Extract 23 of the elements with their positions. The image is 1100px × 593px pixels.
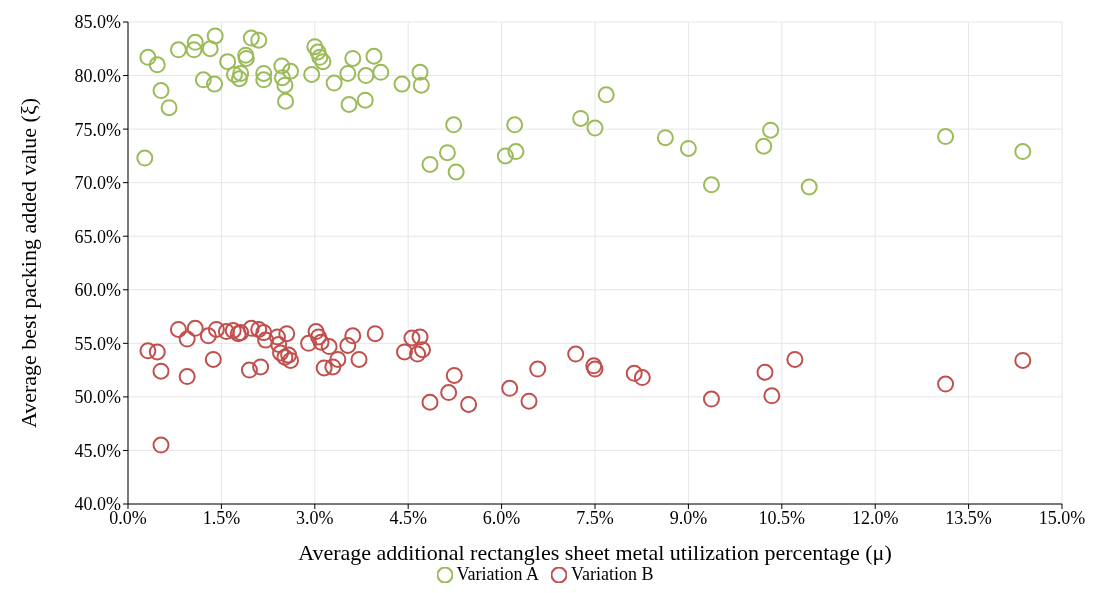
x-tick-label: 3.0% — [296, 507, 334, 528]
x-tick-label: 10.5% — [758, 507, 806, 528]
x-tick-label: 1.5% — [202, 507, 241, 528]
y-tick-label: 45.0% — [74, 440, 121, 461]
x-tick-label: 13.5% — [945, 507, 992, 528]
legend-label: Variation B — [570, 564, 654, 585]
y-tick-label: 80.0% — [74, 65, 121, 86]
x-tick-label: 9.0% — [669, 507, 708, 528]
y-tick-label: 65.0% — [74, 226, 121, 247]
y-tick-label: 85.0% — [74, 12, 121, 33]
y-axis-title: Average best packing added value (ξ) — [15, 97, 41, 429]
legend-label: Variation A — [455, 564, 539, 585]
y-tick-label: 60.0% — [74, 280, 121, 301]
y-tick-label: 50.0% — [74, 387, 121, 408]
x-tick-label: 12.0% — [851, 507, 899, 528]
x-axis-title: Average additional rectangles sheet metal utilization percentage (μ) — [298, 540, 892, 565]
y-tick-label: 70.0% — [74, 173, 121, 194]
x-tick-label: 7.5% — [576, 507, 614, 528]
x-tick-label: 15.0% — [1038, 507, 1086, 528]
y-tick-label: 55.0% — [74, 333, 121, 354]
x-tick-label: 4.5% — [389, 507, 427, 528]
x-tick-label: 6.0% — [482, 507, 521, 528]
y-tick-label: 75.0% — [74, 119, 121, 140]
